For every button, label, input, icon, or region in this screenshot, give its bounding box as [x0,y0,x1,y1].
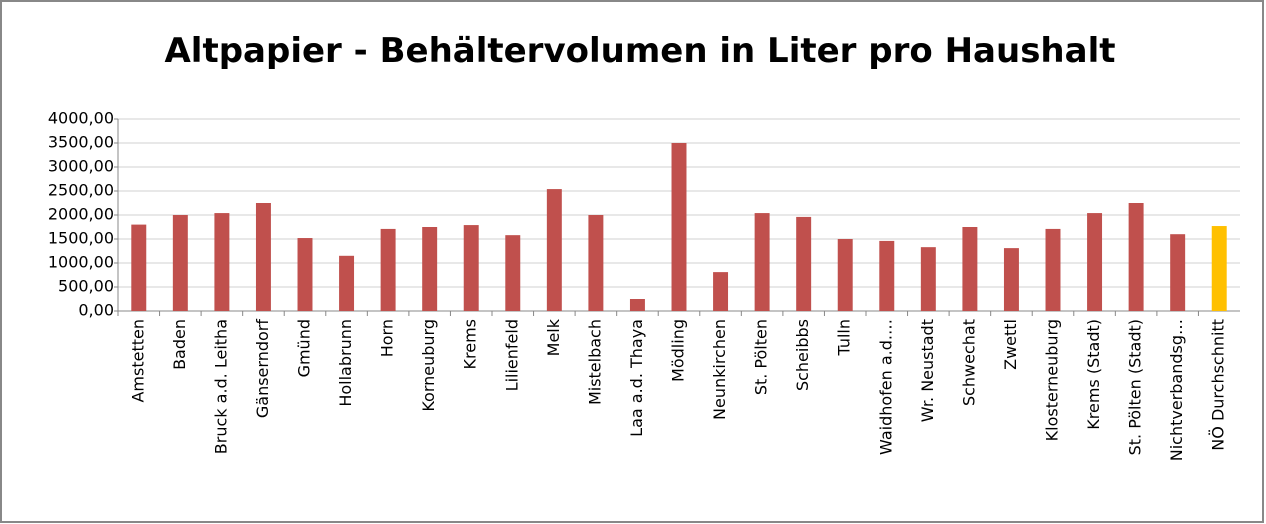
x-tick-label: Lilienfeld [502,319,521,391]
bar [796,216,812,311]
bar [1128,203,1144,311]
bar [339,255,355,311]
y-tick-label: 2000,00 [48,205,114,224]
x-tick-label: NÖ Durchschnitt [1209,319,1228,451]
bar [255,203,271,311]
bar [671,143,687,311]
bar [713,272,729,311]
y-tick-label: 3500,00 [48,133,114,152]
x-tick-label: Waidhofen a.d.… [876,319,895,455]
bar [131,224,147,311]
x-tick-label: Gmünd [295,319,314,377]
y-tick-label: 2500,00 [48,181,114,200]
x-tick-label: Gänserndorf [253,319,272,418]
x-tick-label: Korneuburg [419,319,438,412]
x-tick-label: Laa a.d. Thaya [627,319,646,437]
bar [629,299,645,311]
bar [837,239,853,311]
x-tick-label: Schwechat [959,319,978,406]
x-tick-label: Baden [170,319,189,370]
y-tick-label: 4000,00 [48,109,114,128]
x-tick-label: Bruck a.d. Leitha [211,319,230,454]
bar [1087,213,1103,311]
x-tick-label: St. Pölten (Stadt) [1126,319,1145,455]
bar [754,213,770,311]
x-tick-label: Klosterneuburg [1043,319,1062,441]
bar [1170,234,1186,311]
bar [172,215,188,311]
x-tick-label: Scheibbs [793,319,812,391]
x-tick-label: Neunkirchen [710,319,729,420]
bar [1211,226,1227,311]
bar [380,228,396,311]
x-tick-label: Krems [461,319,480,369]
x-tick-label: Tulln [835,319,854,357]
bar [463,225,479,311]
bar [546,189,562,311]
x-tick-label: Wr. Neustadt [918,319,937,422]
x-tick-label: Melk [544,318,563,356]
x-tick-label: Nichtverbandsg… [1167,319,1186,461]
chart-title: Altpapier - Behältervolumen in Liter pro… [164,31,1115,71]
bar [588,215,604,311]
x-tick-label: Amstetten [128,319,147,403]
bar [1045,228,1061,311]
y-tick-label: 1000,00 [48,253,114,272]
y-tick-label: 500,00 [58,277,114,296]
bar [214,213,230,311]
bar [920,247,936,311]
y-tick-label: 3000,00 [48,157,114,176]
bar [505,235,521,311]
bar [962,227,978,311]
x-tick-label: Mödling [669,319,688,382]
bar [1003,248,1019,311]
y-tick-label: 1500,00 [48,229,114,248]
x-tick-label: Zwettl [1001,319,1020,370]
x-tick-label: Krems (Stadt) [1084,319,1103,430]
bar [422,227,438,311]
y-tick-label: 0,00 [78,301,114,320]
x-tick-label: Hollabrunn [336,319,355,407]
x-tick-label: Horn [378,319,397,357]
bar [879,240,895,311]
x-tick-label: Mistelbach [585,319,604,405]
x-tick-label: St. Pölten [752,319,771,395]
bar [297,238,313,311]
